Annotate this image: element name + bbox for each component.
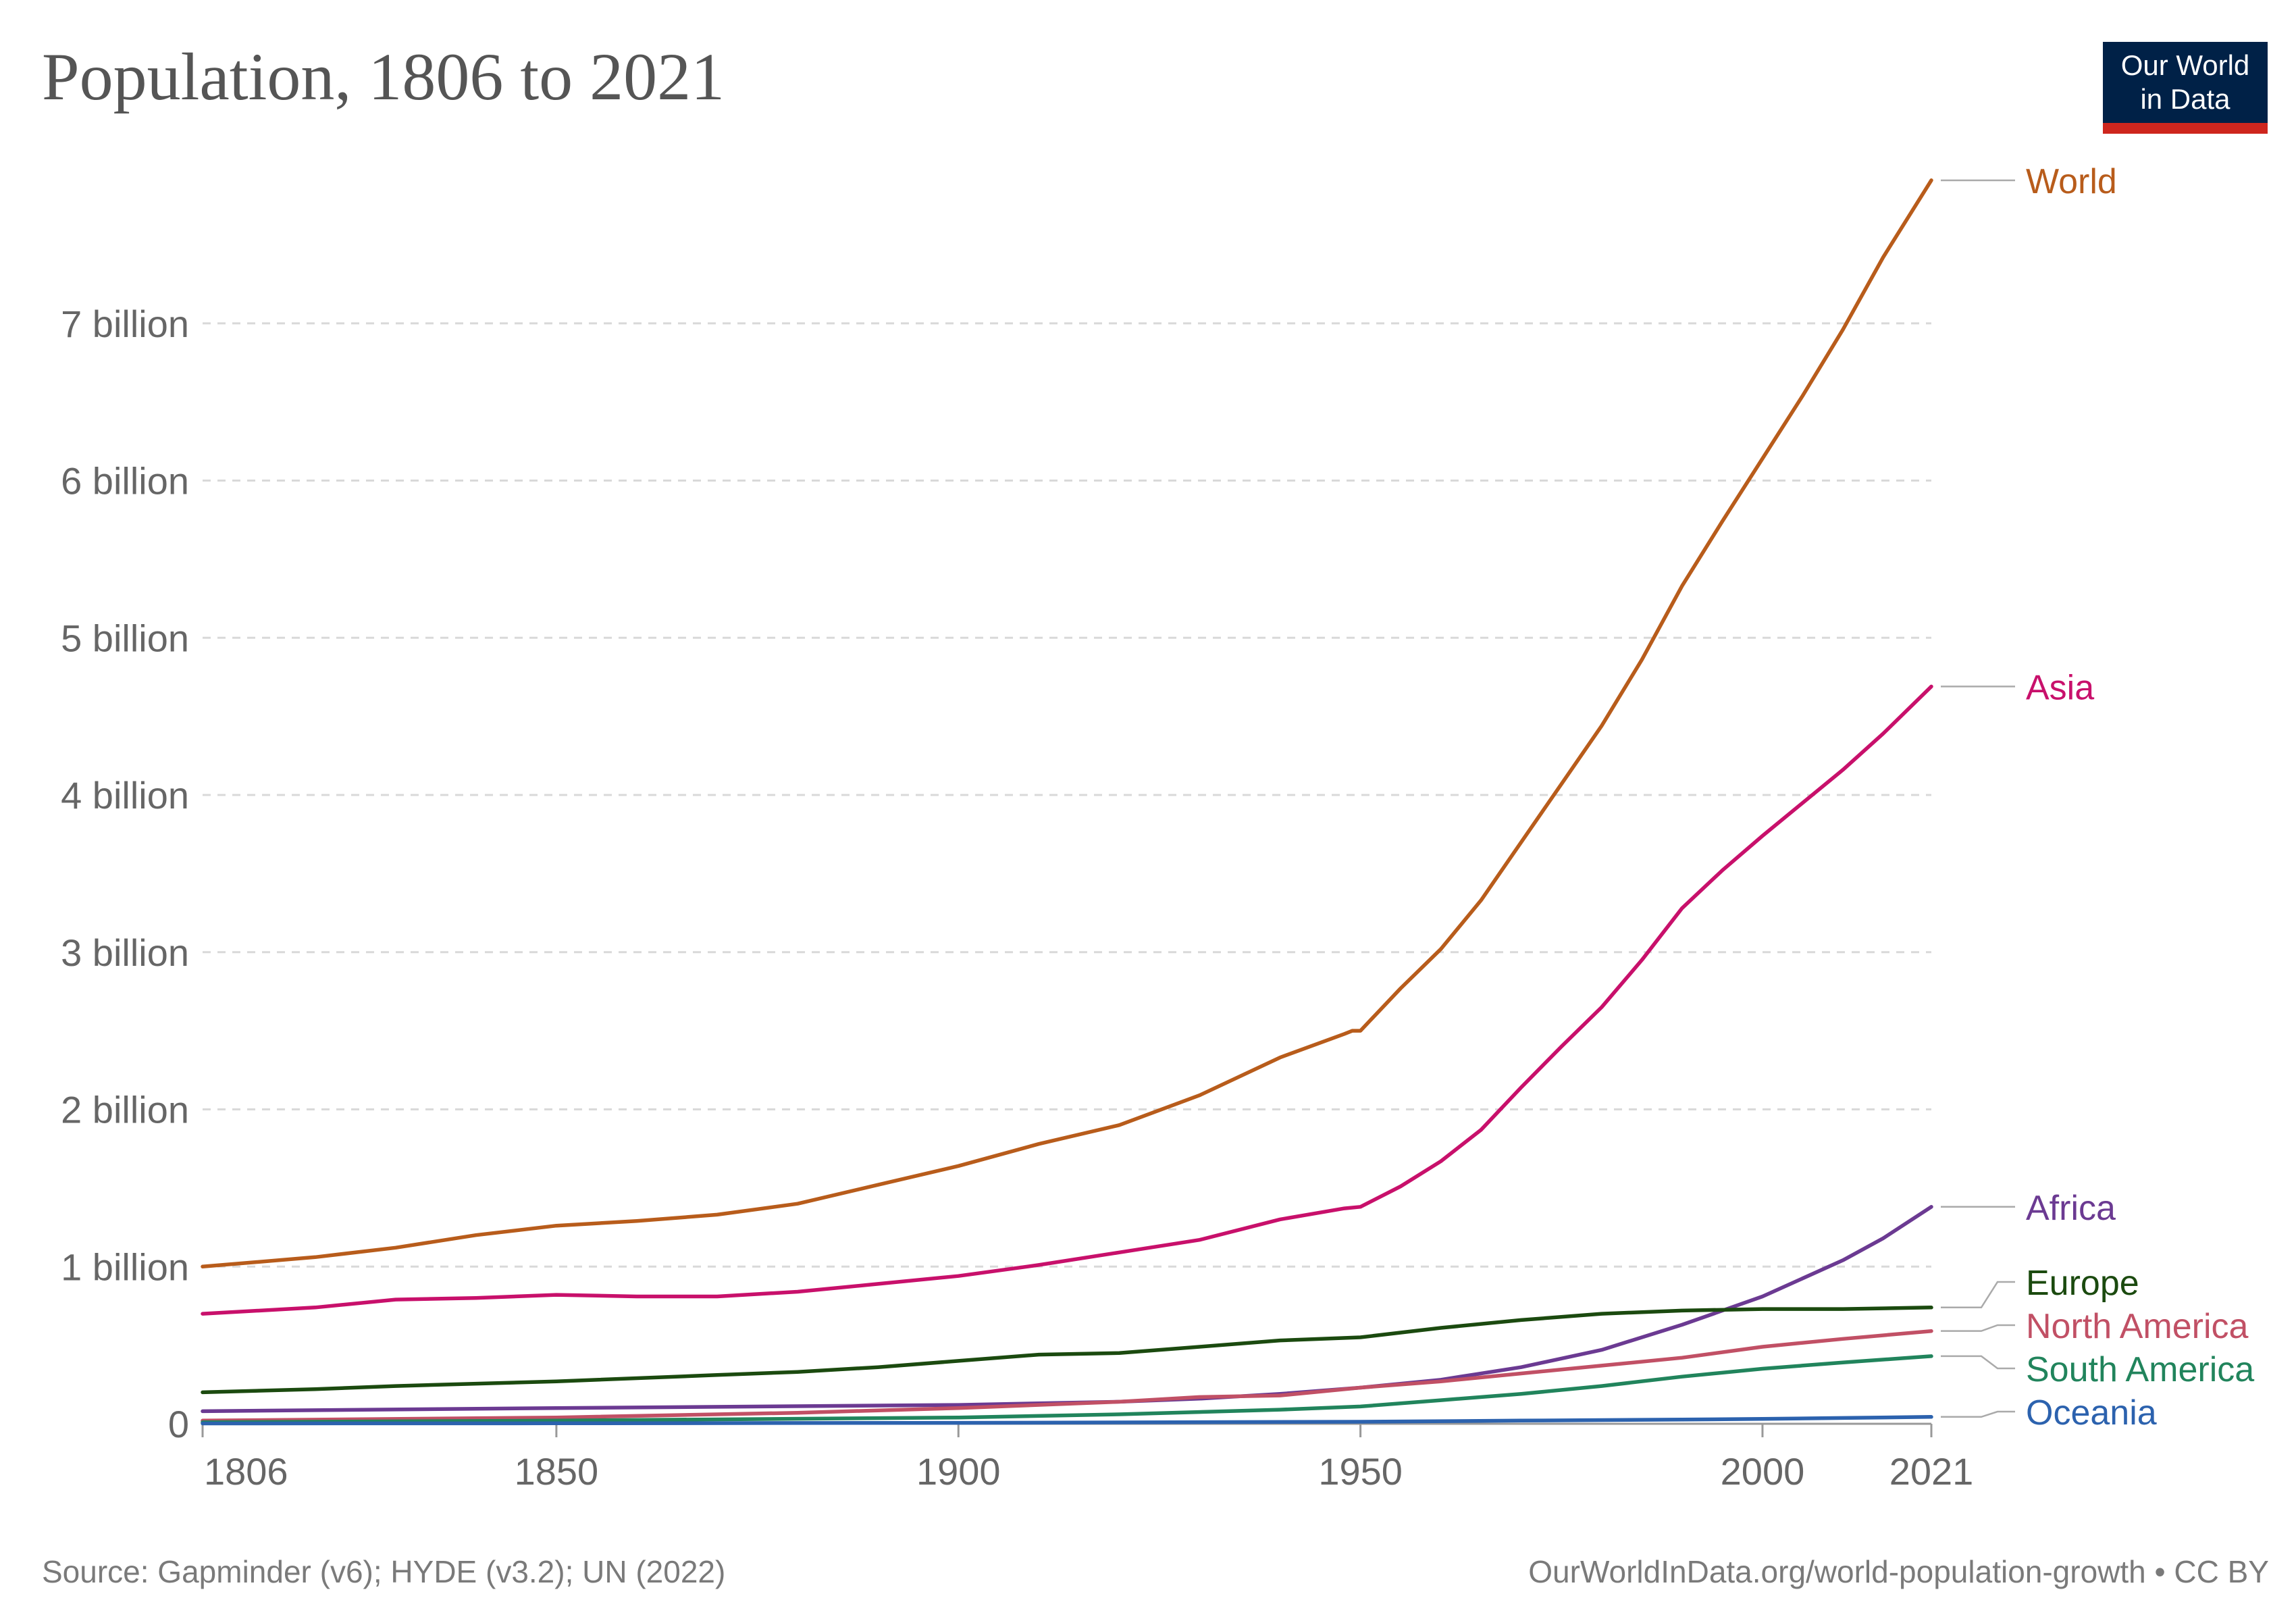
series-line-europe <box>201 1306 1933 1395</box>
y-tick-label: 0 <box>168 1403 189 1445</box>
x-tick-label: 2000 <box>1721 1450 1805 1493</box>
y-tick-label: 4 billion <box>61 774 189 817</box>
y-axis-ticks: 0 1 billion 2 billion 3 billion 4 billion 5 b… <box>61 303 189 1445</box>
our-world-in-data-logo[interactable]: Our World in Data <box>2103 42 2268 134</box>
y-tick-label: 1 billion <box>61 1245 189 1288</box>
series-label-south-america: South America <box>2026 1350 2254 1389</box>
leader-line-oceania <box>1941 1410 2015 1418</box>
series-line-oceania <box>201 1415 1933 1426</box>
series-line-north-america <box>201 1329 1933 1423</box>
source-url: OurWorldInData.org/world-population-grow… <box>1528 1554 2269 1589</box>
logo-line-1: Our World <box>2120 49 2250 81</box>
y-tick-label: 7 billion <box>61 303 189 345</box>
leader-line-europe <box>1941 1281 2015 1309</box>
series-lines <box>201 178 1933 1426</box>
y-tick-label: 3 billion <box>61 931 189 974</box>
y-tick-label: 5 billion <box>61 617 189 659</box>
x-tick-label: 1850 <box>515 1450 599 1493</box>
series-line-south-america <box>201 1354 1933 1424</box>
logo-text: Our World in Data <box>2103 49 2268 116</box>
series-label-asia: Asia <box>2026 668 2094 707</box>
series-label-north-america: North America <box>2026 1307 2249 1346</box>
series-label-world: World <box>2026 162 2117 201</box>
grid-lines <box>203 322 1931 1268</box>
source-note: Source: Gapminder (v6); HYDE (v3.2); UN … <box>42 1554 726 1589</box>
y-tick-label: 2 billion <box>61 1089 189 1131</box>
x-tick-label: 1950 <box>1318 1450 1403 1493</box>
series-label-europe: Europe <box>2026 1264 2139 1303</box>
series-line-world <box>201 178 1933 1269</box>
chart-title: Population, 1806 to 2021 <box>42 39 725 114</box>
x-tick-label: 2021 <box>1889 1450 1974 1493</box>
series-line-asia <box>201 684 1933 1316</box>
x-axis: 1806 1850 1900 1950 2000 2021 <box>201 1422 1974 1493</box>
y-tick-label: 6 billion <box>61 460 189 503</box>
logo-line-2: in Data <box>2140 83 2230 115</box>
series-labels: World Asia Africa Europe North America South … <box>1941 162 2254 1433</box>
series-label-oceania: Oceania <box>2026 1393 2157 1433</box>
logo-accent-bar <box>2103 123 2268 134</box>
series-label-africa: Africa <box>2026 1189 2116 1228</box>
leader-line-south-america <box>1941 1355 2015 1370</box>
leader-line-north-america <box>1941 1324 2015 1332</box>
x-tick-label: 1900 <box>916 1450 1001 1493</box>
x-tick-label: 1806 <box>204 1450 288 1493</box>
